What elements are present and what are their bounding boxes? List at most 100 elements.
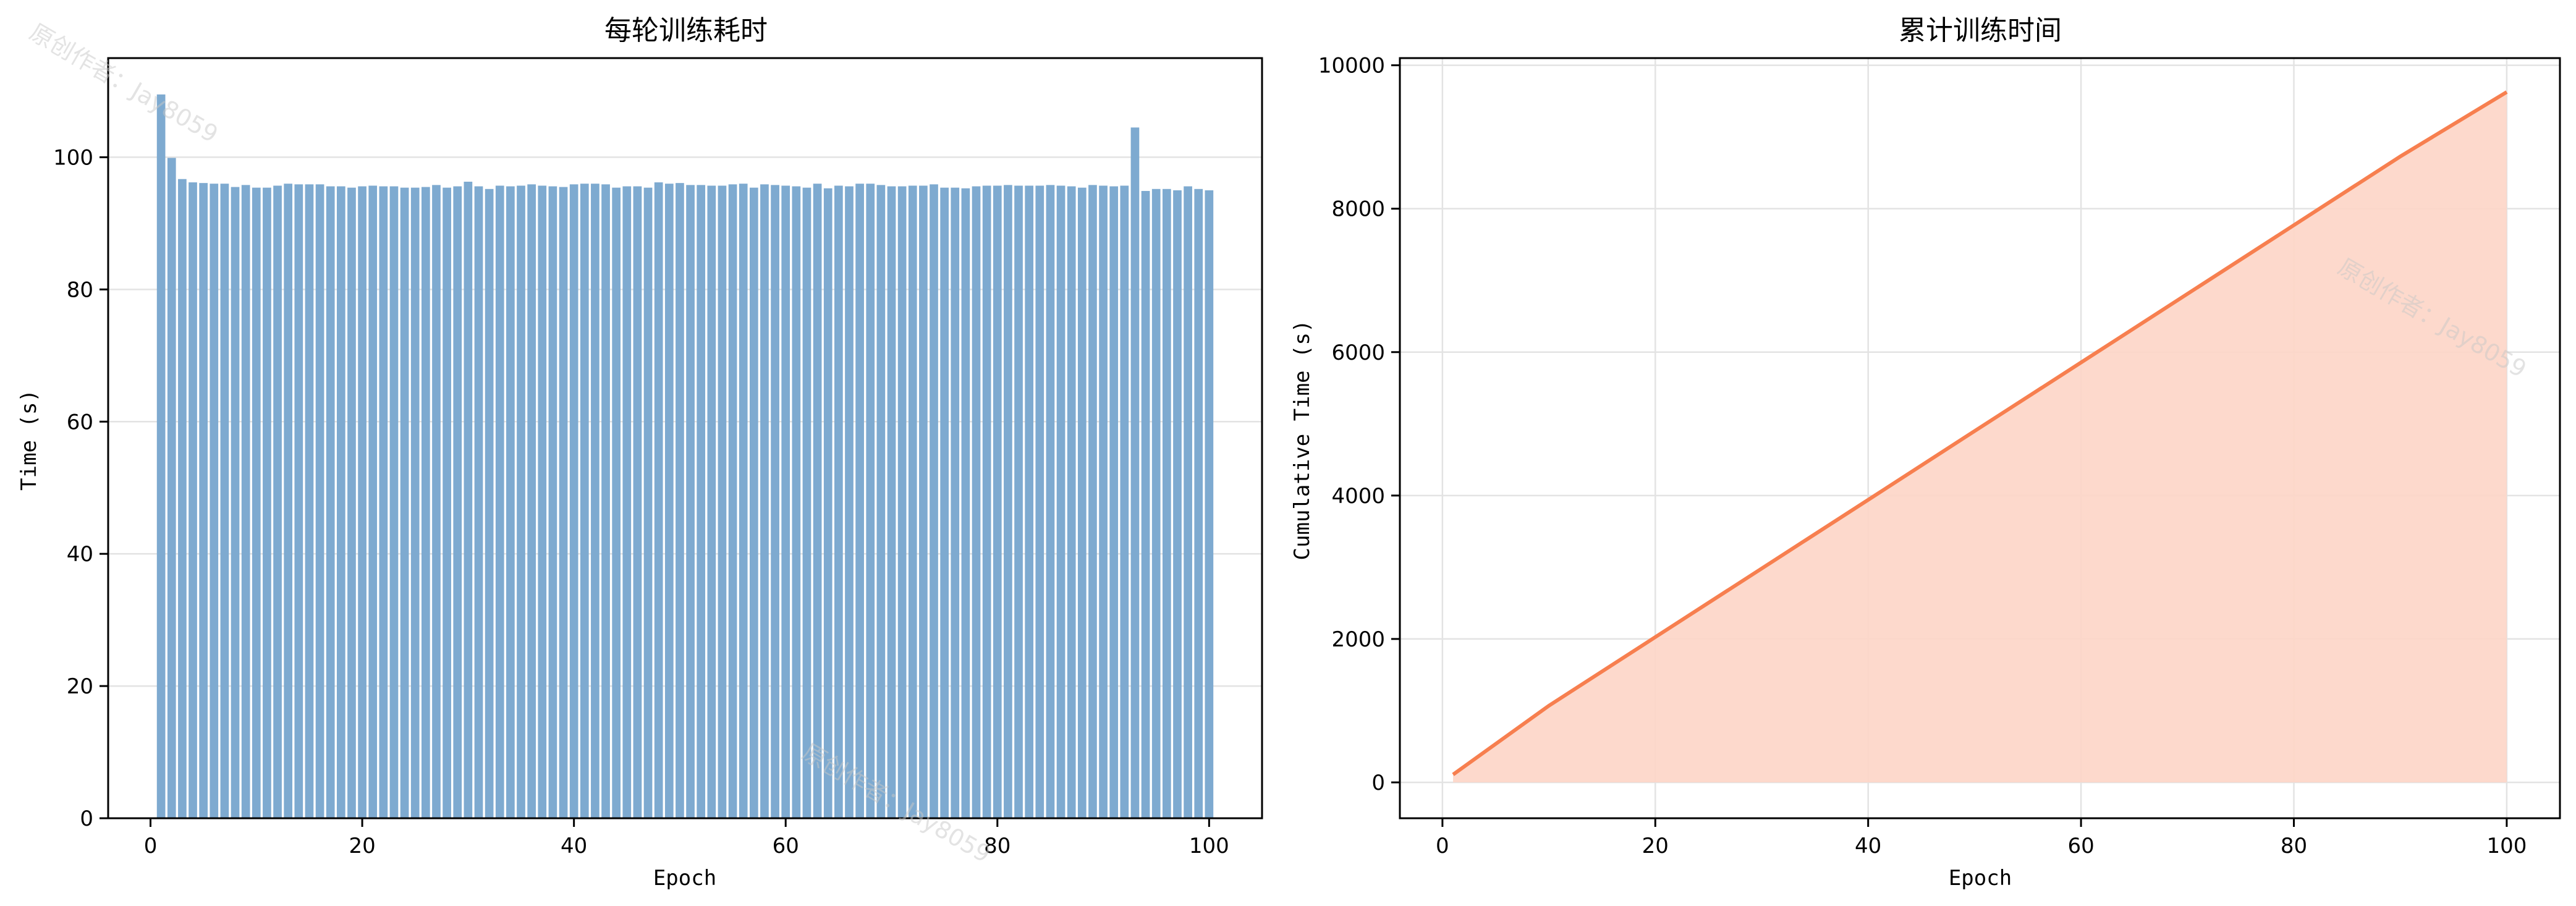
bar [1151,188,1161,818]
bar [760,184,769,818]
bar [591,184,600,818]
bar [263,187,271,819]
bar [845,186,854,818]
x-tick-label: 0 [1436,834,1449,858]
bar [601,184,610,818]
bar [908,185,917,818]
bar [749,187,758,819]
bar [676,183,684,818]
bar [1046,185,1055,818]
bar [400,187,409,819]
bar [538,185,547,818]
bar [643,187,653,819]
bar [1014,185,1023,818]
bars [156,94,1214,819]
bar [728,184,737,818]
bar [1184,186,1192,818]
bar [1141,190,1150,818]
bar [241,185,250,818]
bar [474,186,483,818]
bar [802,187,811,819]
y-tick-label: 2000 [1331,627,1385,652]
x-axis-label: Epoch [1949,866,2012,891]
chart-title: 每轮训练耗时 [604,15,768,46]
y-tick-label: 0 [1371,771,1385,795]
y-tick-label: 0 [80,807,93,831]
bar [443,187,451,819]
bar [930,184,938,818]
watermark: 原创作者：Jay8059 [25,19,223,148]
bar [633,186,642,818]
bar [771,185,779,818]
bar [527,184,536,818]
series-line [1452,90,2508,776]
bar [358,186,366,818]
bar [379,186,388,818]
bar [781,185,790,818]
bar [612,187,621,819]
bar [1004,185,1012,818]
bar [718,185,727,818]
x-tick-label: 80 [2281,834,2307,858]
series-area [1452,90,2508,782]
bar [876,185,886,818]
bar [326,186,335,818]
y-tick-label: 100 [53,145,93,170]
bar [1088,185,1097,818]
bar [368,185,378,818]
bar [389,186,399,818]
bar [410,187,420,819]
bar [697,185,706,818]
bar [897,186,907,818]
bar [707,185,716,818]
bar [1067,186,1076,818]
bar [813,184,822,818]
area-chart-cumulative-time: 累计训练时间 0 20 40 60 80 100 0 2000 4000 6000 8000 100… [1290,15,2561,891]
x-axis-ticks: 0 20 40 60 80 100 [144,818,1229,858]
bar [972,186,981,818]
bar [1099,185,1108,818]
bar [506,186,515,818]
bar [1120,185,1129,818]
bar [739,184,748,818]
bar [919,185,928,818]
x-tick-label: 40 [561,834,587,858]
x-axis-ticks: 0 20 40 60 80 100 [1436,818,2527,858]
bar [517,185,525,818]
bar [189,182,197,818]
bar [866,184,875,818]
bar [961,188,970,818]
bar [1025,185,1034,818]
bar [252,187,261,819]
bar [569,184,578,818]
bar [1035,185,1044,818]
bar [1077,187,1087,819]
bar [178,179,187,818]
bar [231,187,240,819]
bar [686,185,695,818]
bar [855,184,864,818]
bar [993,185,1002,818]
bar [453,186,462,818]
bar [654,182,663,818]
bar [951,187,960,819]
bar [887,186,896,818]
bar [167,158,176,818]
bar [823,188,833,818]
x-tick-label: 0 [144,834,158,858]
bar [464,182,473,819]
y-tick-label: 60 [67,410,93,434]
bar [664,184,674,818]
bar [199,183,208,818]
x-tick-label: 60 [2067,834,2094,858]
bar [1109,186,1119,818]
y-axis-label: Time (s) [17,389,41,491]
chart-title: 累计训练时间 [1899,15,2062,46]
bar [548,186,557,818]
bar [485,188,494,818]
bar [834,185,843,818]
area-fill [1453,91,2507,782]
x-axis-label: Epoch [653,866,716,891]
bar [1056,185,1066,818]
